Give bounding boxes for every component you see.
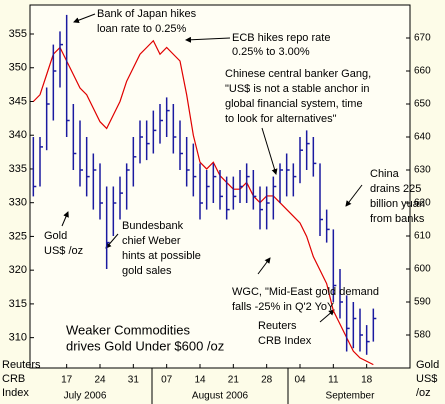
annotation: drains 225 bbox=[370, 183, 421, 195]
annotation: 0.25% to 3.00% bbox=[232, 46, 310, 58]
y2-axis-label: Gold bbox=[416, 359, 439, 371]
annotation: WGC, "Mid-East gold demand bbox=[232, 286, 379, 298]
arrow bbox=[73, 13, 96, 24]
annotation: from banks bbox=[370, 213, 425, 225]
y2-tick-label: 580 bbox=[414, 330, 431, 341]
y2-tick-label: 620 bbox=[414, 198, 431, 209]
annotation: falls -25% in Q'2 YoY bbox=[232, 301, 335, 313]
annotation: to look for alternatives" bbox=[225, 113, 337, 125]
series-label: Reuters bbox=[258, 320, 297, 332]
y-tick-label: 310 bbox=[9, 332, 27, 344]
x-tick-label: 17 bbox=[61, 375, 73, 386]
y-axis-label: Index bbox=[2, 387, 29, 399]
annotation: Chinese central banker Gang, bbox=[225, 68, 371, 80]
y2-axis-label: US$ bbox=[416, 373, 437, 385]
arrow bbox=[105, 233, 119, 249]
y-tick-label: 350 bbox=[9, 62, 27, 74]
annotation: Bundesbank bbox=[122, 220, 184, 232]
y2-tick-label: 650 bbox=[414, 99, 431, 110]
annotation: gold sales bbox=[122, 265, 172, 277]
y-tick-label: 335 bbox=[9, 163, 27, 175]
annotation: China bbox=[370, 168, 400, 180]
x-tick-label: 11 bbox=[328, 375, 339, 386]
series-label: Gold bbox=[44, 230, 67, 242]
y-tick-label: 340 bbox=[9, 129, 27, 141]
arrow bbox=[345, 184, 363, 207]
x-tick-label: 21 bbox=[228, 375, 240, 386]
y2-tick-label: 630 bbox=[414, 165, 431, 176]
y2-tick-label: 600 bbox=[414, 264, 431, 275]
y-axis-label: Reuters bbox=[2, 359, 41, 371]
month-label: August 2006 bbox=[192, 391, 249, 402]
y-tick-label: 330 bbox=[9, 197, 27, 209]
y2-tick-label: 610 bbox=[414, 231, 431, 242]
x-tick-label: 14 bbox=[194, 375, 206, 386]
x-tick-label: 07 bbox=[161, 375, 173, 386]
series-label: CRB Index bbox=[258, 335, 312, 347]
arrow bbox=[319, 309, 335, 323]
annotation: ECB hikes repo rate bbox=[232, 32, 330, 44]
y-tick-label: 345 bbox=[9, 95, 27, 107]
annotation: global financial system, time bbox=[225, 98, 363, 110]
y-axis-label: CRB bbox=[2, 373, 25, 385]
y-tick-label: 320 bbox=[9, 264, 27, 276]
arrow bbox=[61, 211, 69, 227]
x-tick-label: 04 bbox=[294, 375, 306, 386]
x-tick-label: 28 bbox=[261, 375, 273, 386]
y2-tick-label: 660 bbox=[414, 66, 431, 77]
x-tick-label: 18 bbox=[361, 375, 373, 386]
annotation: "US$ is not a stable anchor in bbox=[225, 83, 370, 95]
annotation: Bank of Japan hikes bbox=[97, 8, 197, 20]
annotation: billion yuan bbox=[370, 198, 425, 210]
y-tick-label: 355 bbox=[9, 28, 27, 40]
arrows bbox=[61, 13, 363, 323]
annotation: chief Weber bbox=[122, 235, 181, 247]
arrow bbox=[261, 127, 278, 175]
y2-tick-label: 670 bbox=[414, 33, 431, 44]
crb-line bbox=[32, 39, 374, 366]
month-label: September bbox=[326, 391, 376, 402]
annotation: Weaker Commodities bbox=[66, 322, 191, 337]
y2-tick-label: 640 bbox=[414, 132, 431, 143]
series-label: US$ /oz bbox=[44, 245, 83, 257]
y-tick-label: 315 bbox=[9, 298, 27, 310]
x-tick-label: 31 bbox=[128, 375, 140, 386]
annotation: hints at possible bbox=[122, 250, 201, 262]
annotation: loan rate to 0.25% bbox=[97, 23, 187, 35]
y-tick-label: 325 bbox=[9, 230, 27, 242]
arrow bbox=[185, 36, 231, 43]
y2-tick-label: 590 bbox=[414, 297, 431, 308]
x-tick-label: 24 bbox=[94, 375, 106, 386]
annotation: drives Gold Under $600 /oz bbox=[66, 338, 224, 353]
y2-axis-label: /oz bbox=[416, 387, 431, 399]
arrow bbox=[257, 257, 271, 275]
month-label: July 2006 bbox=[64, 391, 107, 402]
